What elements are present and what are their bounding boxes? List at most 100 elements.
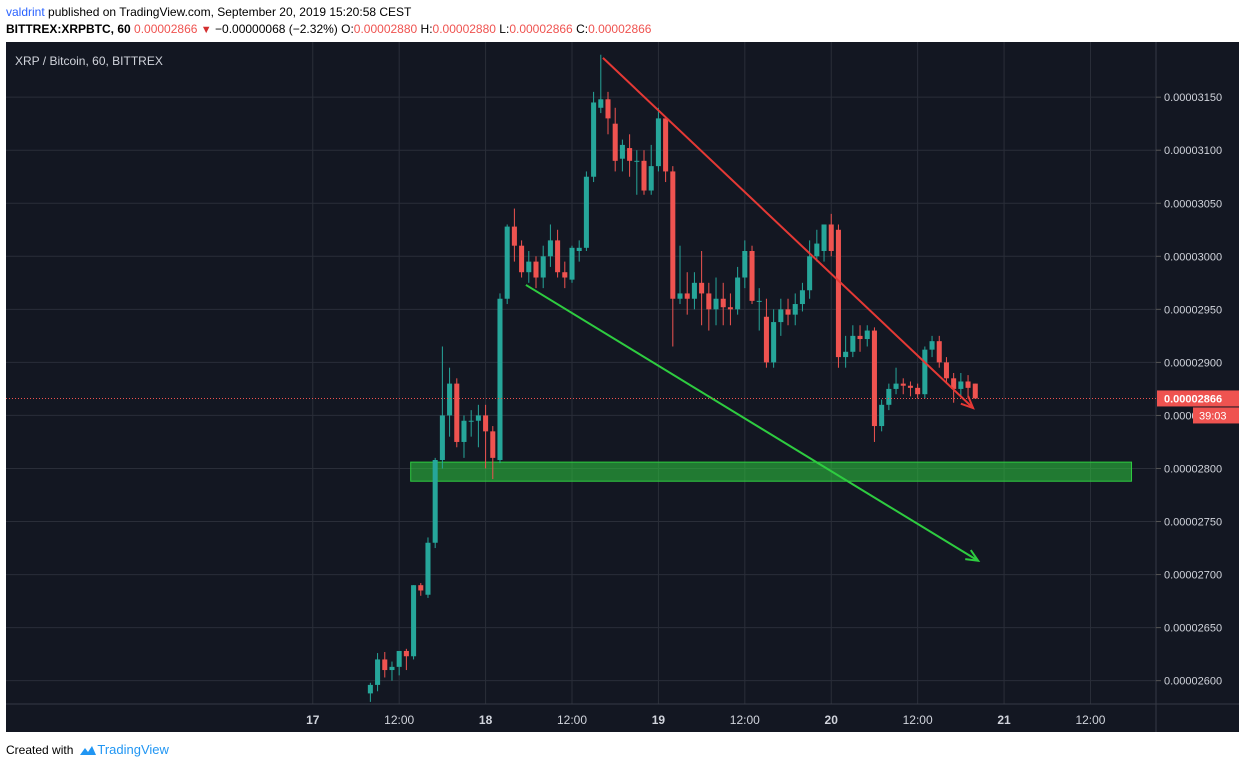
candle: [936, 335, 942, 368]
y-tick-label: 0.00002950: [1164, 304, 1222, 316]
candle: [907, 381, 913, 397]
open-label: O:: [341, 22, 354, 36]
candle: [828, 213, 834, 257]
candle: [778, 298, 784, 336]
candle: [843, 335, 849, 368]
low-value: 0.00002866: [509, 22, 573, 36]
x-tick-label: 12:00: [903, 713, 933, 727]
candle: [396, 650, 402, 676]
last-price-tag-value: 0.00002866: [1164, 393, 1222, 405]
created-with-text: Created with: [6, 742, 74, 757]
candle: [799, 282, 805, 312]
candle: [555, 229, 561, 278]
countdown-value: 39:03: [1199, 410, 1227, 422]
candle: [519, 240, 525, 278]
zone-layer: [410, 461, 1133, 482]
support-zone: [410, 461, 1133, 482]
y-tick-label: 0.00002650: [1164, 623, 1222, 635]
candle: [367, 682, 373, 702]
candle: [900, 378, 906, 395]
candle: [598, 54, 604, 114]
support-trendline: [525, 284, 981, 563]
last-price-value: 0.00002866: [134, 22, 198, 36]
candle: [922, 346, 928, 399]
candle: [540, 245, 546, 289]
candle: [835, 224, 841, 368]
tradingview-cloud-icon: [80, 745, 97, 755]
y-tick-label: 0.00002800: [1164, 463, 1222, 475]
candle: [663, 118, 669, 183]
candle: [569, 245, 575, 283]
candle: [951, 373, 957, 403]
candle: [792, 293, 798, 326]
candle: [699, 250, 705, 326]
candle: [915, 383, 921, 399]
chart-title: XRP / Bitcoin, 60, BITTREX: [15, 54, 163, 68]
candle: [943, 357, 949, 384]
countdown-tag: [1193, 407, 1239, 424]
chart-panel[interactable]: 0.00003150 0.00003100 0.00003050 0.00003000…: [6, 42, 1239, 732]
y-tick-label: 0.00003050: [1164, 198, 1222, 210]
candle: [619, 139, 625, 172]
candle: [720, 282, 726, 326]
candle: [871, 327, 877, 442]
candle: [483, 404, 489, 469]
x-tick-label: 12:00: [557, 713, 587, 727]
candle: [454, 378, 460, 448]
candle: [511, 208, 517, 262]
candle: [504, 224, 510, 305]
change-value: −0.00000068 (−2.32%): [215, 22, 338, 36]
candle: [447, 367, 453, 437]
candle: [756, 288, 762, 331]
candle: [850, 325, 856, 358]
tradingview-logo-text: TradingView: [97, 742, 169, 757]
candle: [735, 266, 741, 315]
candle: [425, 537, 431, 598]
candle: [641, 150, 647, 195]
candle: [655, 107, 661, 172]
symbol-info-line: BITTREX:XRPBTC, 60 0.00002866 ▼ −0.00000…: [6, 22, 651, 36]
candle: [670, 166, 676, 347]
publish-info: valdrint published on TradingView.com, S…: [6, 5, 411, 19]
candle: [771, 309, 777, 368]
tradingview-logo[interactable]: TradingView: [77, 742, 169, 757]
x-tick-label: 19: [652, 713, 666, 727]
candle: [886, 383, 892, 411]
candle: [821, 224, 827, 262]
candle: [547, 224, 553, 267]
candle: [879, 399, 885, 432]
candle: [706, 282, 712, 331]
candle: [785, 298, 791, 326]
candle: [691, 272, 697, 310]
candle: [439, 346, 445, 469]
high-value: 0.00002880: [432, 22, 496, 36]
y-tick-label: 0.00003000: [1164, 251, 1222, 263]
candle: [864, 325, 870, 347]
grid-layer: [6, 42, 1156, 704]
high-label: H:: [420, 22, 433, 36]
candlestick-chart[interactable]: 0.00003150 0.00003100 0.00003050 0.00003000…: [6, 42, 1239, 732]
candle: [461, 415, 467, 458]
y-tick-label: 0.00003150: [1164, 92, 1222, 104]
candle: [497, 293, 503, 464]
resistance-trendline: [602, 57, 975, 410]
candle: [562, 261, 568, 289]
candle: [857, 325, 863, 352]
arrow-head-icon: [960, 395, 975, 410]
candle: [403, 648, 409, 671]
candle: [526, 250, 532, 283]
candle: [490, 426, 496, 480]
x-tick-label: 20: [825, 713, 839, 727]
x-tick-label: 12:00: [1075, 713, 1105, 727]
candle: [713, 277, 719, 326]
x-tick-label: 12:00: [730, 713, 760, 727]
candle: [475, 404, 481, 448]
author-name[interactable]: valdrint: [6, 5, 45, 19]
candle: [533, 256, 539, 289]
candle: [634, 150, 640, 195]
candle-layer: [367, 54, 978, 702]
candle: [965, 375, 971, 399]
y-tick-label: 0.00002600: [1164, 676, 1222, 688]
candle: [382, 652, 388, 678]
open-value: 0.00002880: [353, 22, 418, 36]
